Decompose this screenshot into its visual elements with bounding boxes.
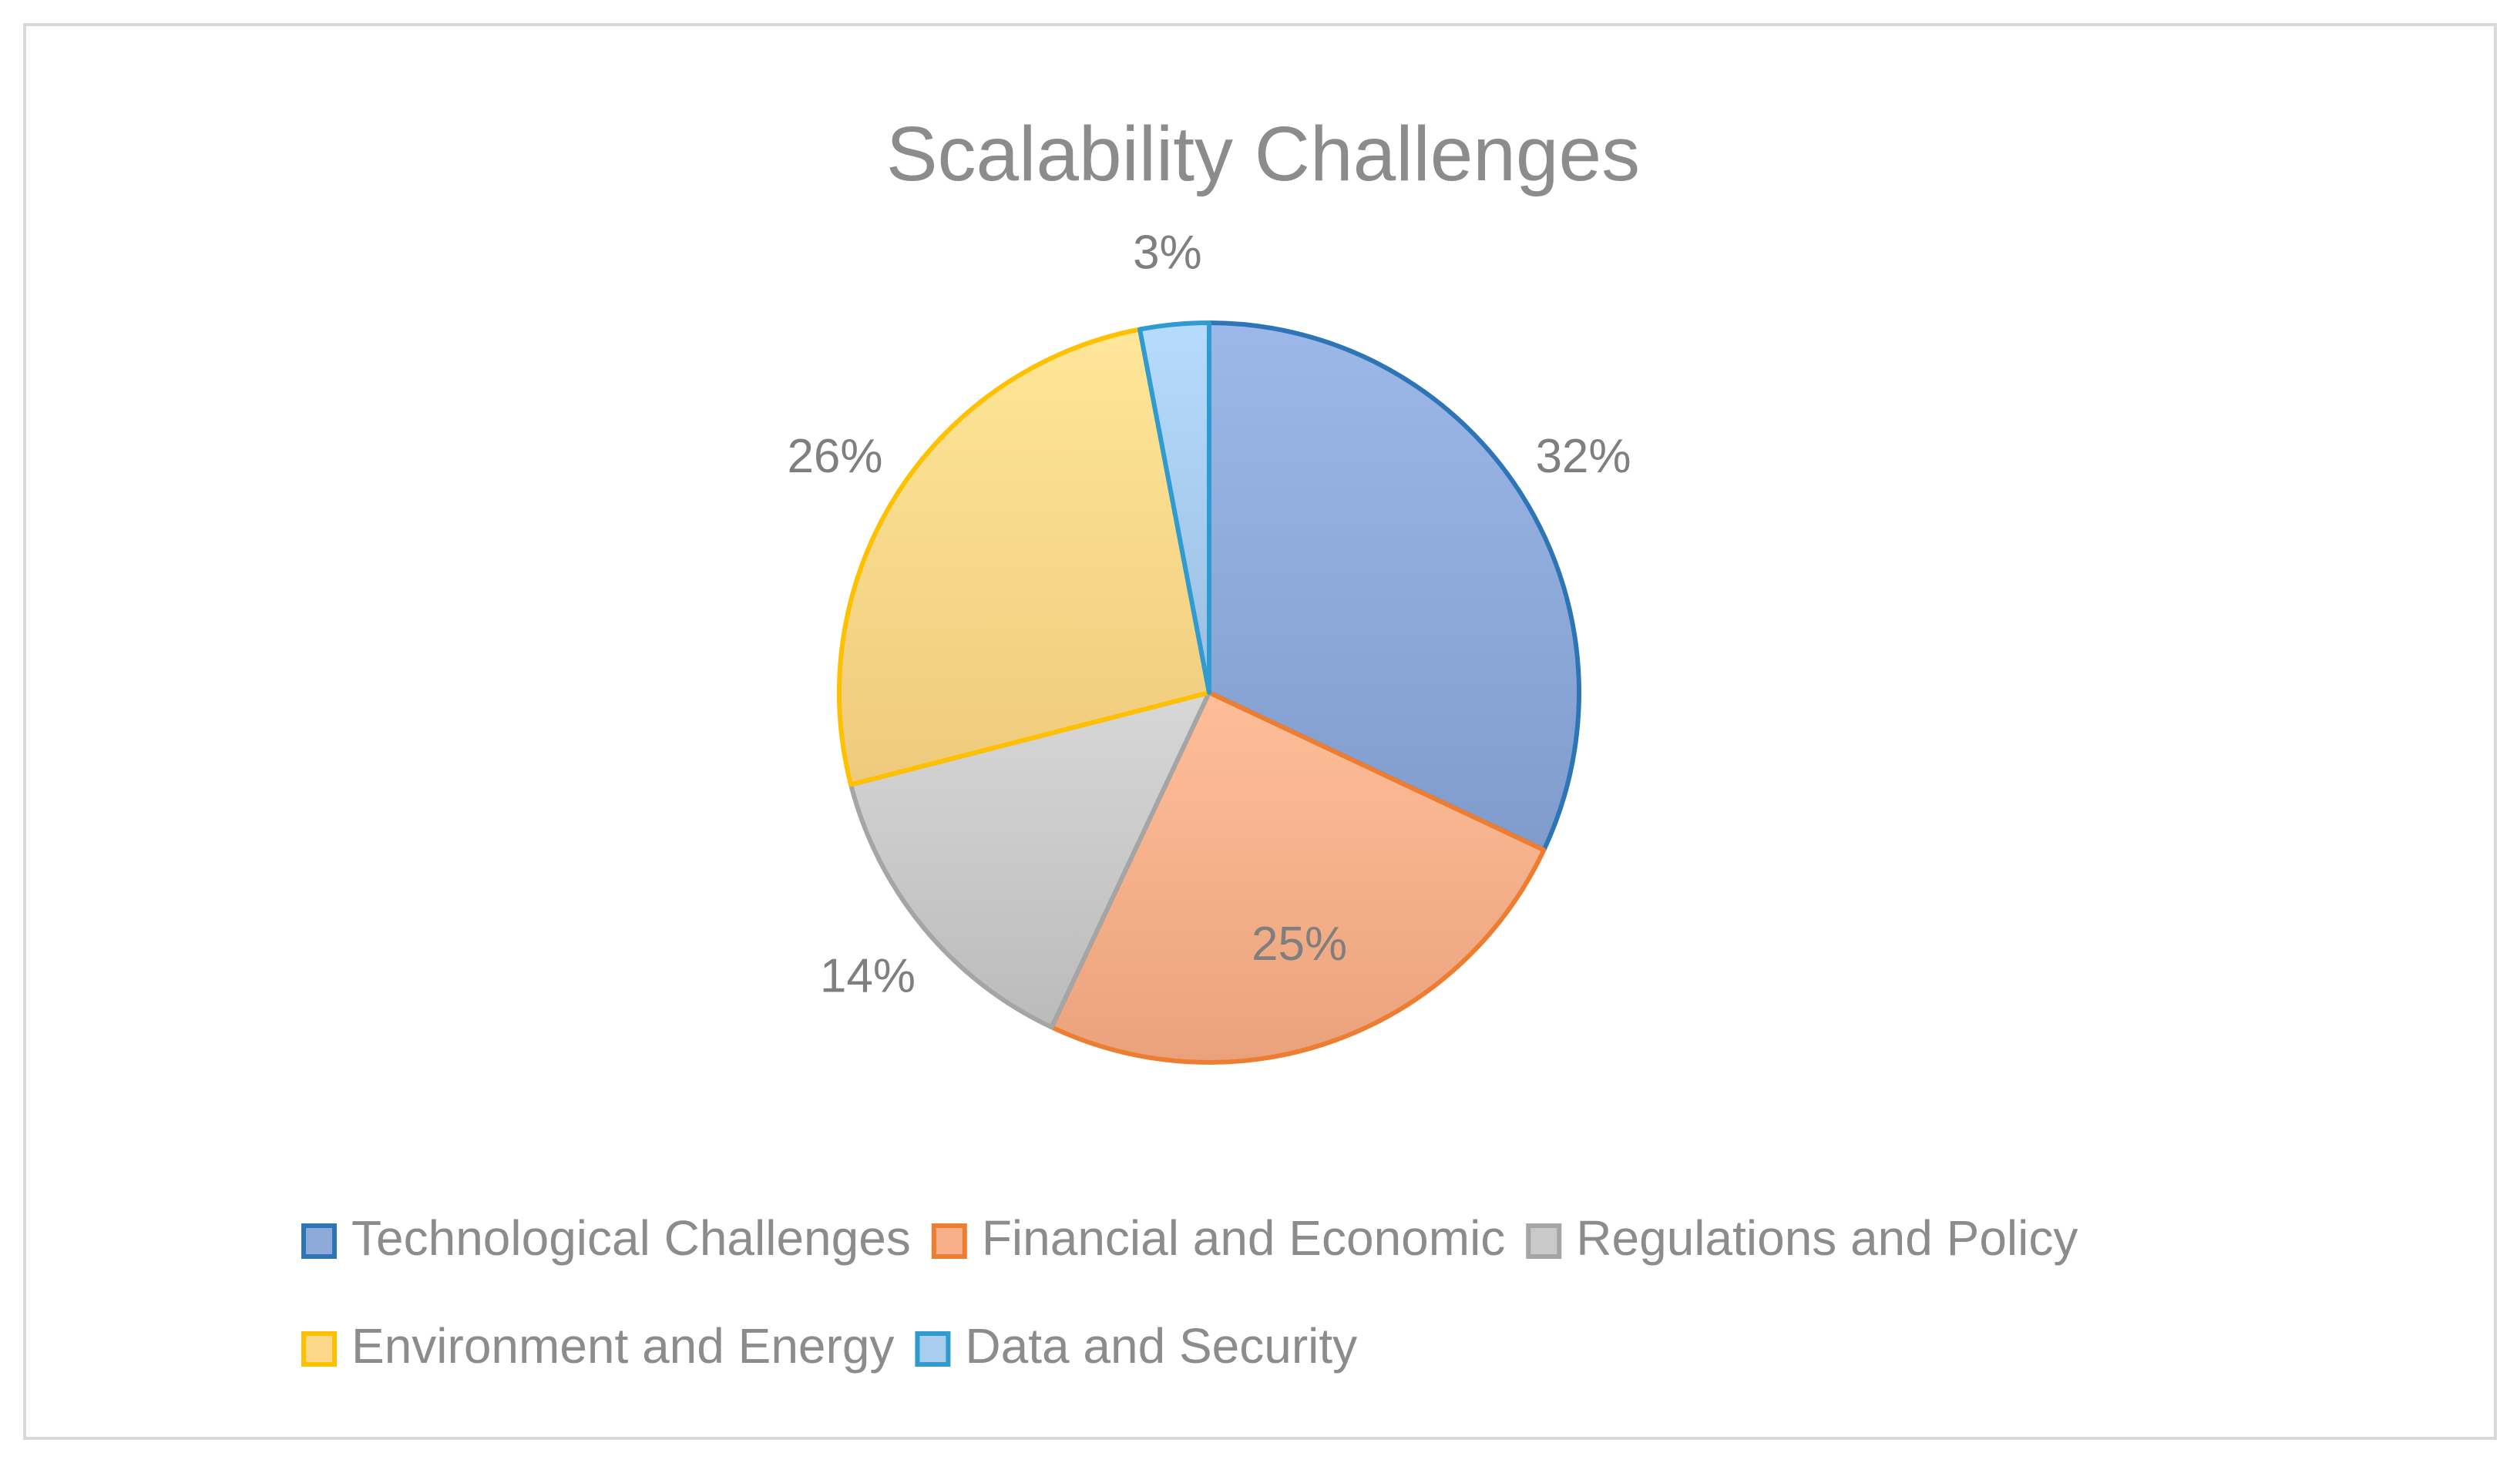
data-label-regulations-and-policy: 14% [820, 950, 916, 1003]
legend-swatch-data-and-security [915, 1331, 951, 1367]
legend-swatch-technological-challenges [301, 1223, 337, 1259]
legend-label-financial-and-economic: Financial and Economic [982, 1210, 1505, 1266]
pie-slice-regulations-and-policy [848, 690, 1211, 1030]
data-label-technological-challenges: 32% [1535, 430, 1631, 483]
legend: Technological Challenges Financial and Ec… [301, 1210, 2078, 1374]
pie-slices [837, 320, 1581, 1065]
chart-area: Scalability Challenges 32% 25% 14% 26% 3% Te… [23, 23, 2497, 1440]
pie-chart: Scalability Challenges 32% 25% 14% 26% 3% Te… [301, 111, 2078, 1374]
data-label-financial-and-economic: 25% [1252, 918, 1347, 971]
legend-label-technological-challenges: Technological Challenges [351, 1210, 911, 1266]
pie-slice-technological-challenges [1207, 320, 1581, 853]
legend-label-data-and-security: Data and Security [965, 1318, 1357, 1374]
pie-slice-financial-and-economic [1049, 690, 1547, 1065]
data-label-data-and-security: 3% [1133, 226, 1202, 280]
data-label-environment-and-energy: 26% [787, 430, 882, 483]
pie-slice-environment-and-energy [837, 327, 1211, 787]
legend-swatch-financial-and-economic [931, 1223, 967, 1259]
legend-swatch-environment-and-energy [301, 1331, 337, 1367]
chart-title: Scalability Challenges [886, 111, 1640, 197]
legend-swatch-regulations-and-policy [1526, 1223, 1562, 1259]
legend-label-environment-and-energy: Environment and Energy [351, 1318, 894, 1374]
pie-data-labels: 32% 25% 14% 26% 3% [787, 226, 1631, 1003]
pie-slice-data-and-security [1137, 320, 1211, 695]
legend-label-regulations-and-policy: Regulations and Policy [1576, 1210, 2078, 1266]
